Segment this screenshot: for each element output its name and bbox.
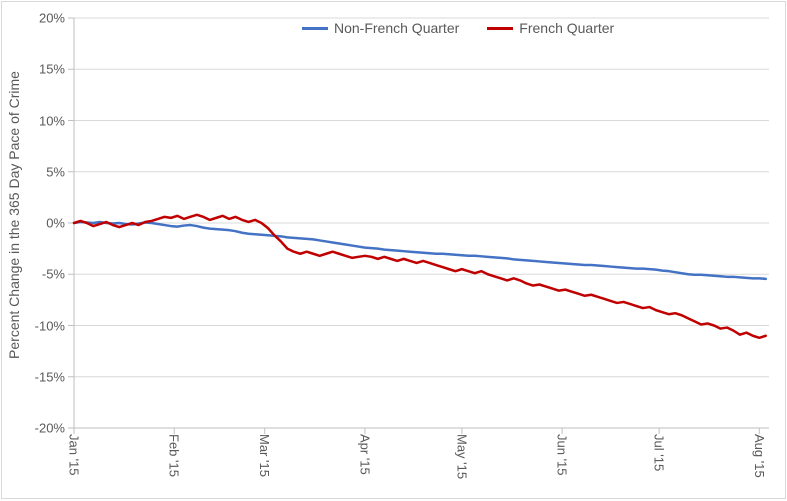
plot-area xyxy=(74,18,769,428)
x-tick-label: Aug '15 xyxy=(752,434,767,478)
x-tick-label: Mar '15 xyxy=(257,434,272,477)
legend: Non-French Quarter French Quarter xyxy=(302,20,614,36)
legend-item-non-french: Non-French Quarter xyxy=(302,20,459,36)
x-tick-label: Jan '15 xyxy=(67,434,82,476)
y-tick-label: -20% xyxy=(15,421,65,436)
x-tick-label: Apr '15 xyxy=(357,434,372,475)
y-tick-label: 15% xyxy=(15,62,65,77)
chart-container: Percent Change in the 365 Day Pace of Cr… xyxy=(1,1,786,499)
legend-label: French Quarter xyxy=(519,20,614,36)
y-tick-label: -10% xyxy=(15,318,65,333)
chart-svg xyxy=(74,18,769,428)
legend-swatch xyxy=(487,27,513,30)
y-tick-label: 0% xyxy=(15,216,65,231)
legend-item-french: French Quarter xyxy=(487,20,614,36)
y-tick-label: 20% xyxy=(15,11,65,26)
x-tick-label: Jun '15 xyxy=(555,434,570,476)
y-tick-label: 10% xyxy=(15,113,65,128)
y-tick-label: 5% xyxy=(15,164,65,179)
legend-label: Non-French Quarter xyxy=(334,20,459,36)
x-tick-label: Jul '15 xyxy=(652,434,667,471)
legend-swatch xyxy=(302,27,328,30)
y-tick-label: -15% xyxy=(15,369,65,384)
x-tick-label: Feb '15 xyxy=(167,434,182,477)
y-tick-label: -5% xyxy=(15,267,65,282)
x-tick-label: May '15 xyxy=(454,434,469,479)
